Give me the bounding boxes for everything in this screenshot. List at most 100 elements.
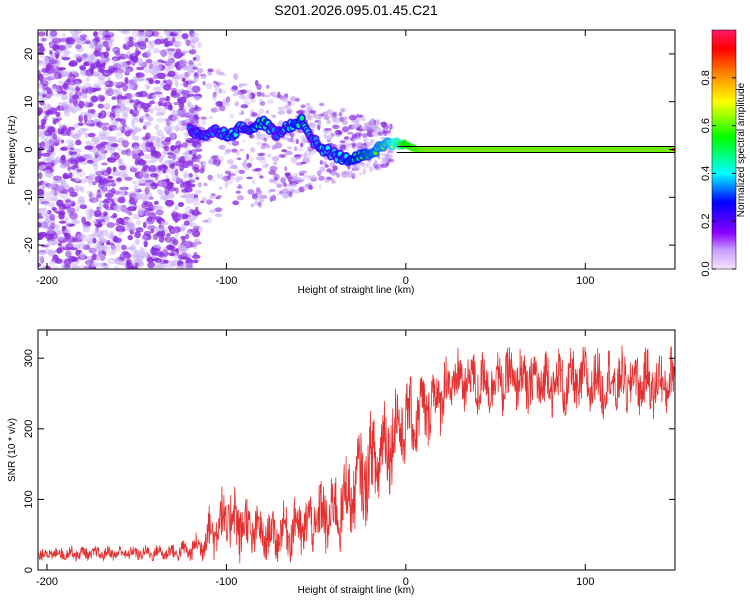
spectrogram-noise-dot bbox=[249, 147, 256, 153]
spectrogram-noise-dot bbox=[124, 176, 133, 181]
spectrogram-noise-dot bbox=[119, 253, 124, 260]
spectrogram-noise-dot bbox=[99, 68, 105, 74]
spectrogram-noise-dot bbox=[79, 204, 88, 210]
spectrogram-noise-dot bbox=[86, 159, 94, 164]
spectrogram-noise-dot bbox=[324, 179, 330, 183]
spectrogram-noise-dot bbox=[234, 101, 240, 107]
spectrogram-noise-dot bbox=[75, 171, 86, 177]
spectrogram-noise-dot bbox=[200, 73, 207, 77]
spectrogram-noise-dot bbox=[192, 197, 199, 201]
spectrogram-noise-dot bbox=[83, 265, 93, 269]
snr-plot-area bbox=[38, 345, 675, 564]
spectrogram-noise-dot bbox=[48, 145, 55, 153]
spectrogram-noise-dot bbox=[162, 169, 167, 174]
spectrogram-noise-dot bbox=[65, 199, 72, 203]
spectrogram-x-tick-label: 0 bbox=[403, 275, 409, 287]
spectrogram-noise-dot bbox=[212, 91, 217, 98]
spectrogram-noise-dot bbox=[228, 166, 234, 169]
spectrogram-noise-dot bbox=[183, 118, 190, 124]
spectrogram-noise-dot bbox=[156, 143, 161, 148]
spectrogram-noise-dot bbox=[277, 91, 281, 99]
spectrogram-noise-dot bbox=[48, 260, 56, 266]
spectrogram-noise-dot bbox=[154, 124, 160, 130]
spectrogram-noise-dot bbox=[194, 104, 198, 111]
spectrogram-noise-dot bbox=[338, 112, 343, 117]
spectrogram-noise-dot bbox=[118, 124, 123, 132]
spectrogram-noise-dot bbox=[56, 199, 64, 207]
spectrogram-noise-dot bbox=[105, 70, 115, 74]
spectrogram-noise-dot bbox=[287, 146, 293, 150]
spectrogram-noise-dot bbox=[153, 86, 162, 92]
colorbar-tick-label: 0.6 bbox=[700, 118, 712, 133]
spectrogram-noise-dot bbox=[87, 132, 96, 138]
spectrogram-noise-dot bbox=[135, 72, 141, 79]
spectrogram-noise-dot bbox=[93, 229, 104, 236]
snr-y-tick-label: 100 bbox=[23, 490, 35, 508]
spectrogram-noise-dot bbox=[134, 197, 139, 202]
spectrogram-noise-dot bbox=[59, 70, 64, 76]
spectrogram-noise-dot bbox=[189, 30, 195, 38]
spectrogram-noise-dot bbox=[39, 100, 45, 106]
spectrogram-noise-dot bbox=[194, 189, 203, 194]
spectrogram-noise-dot bbox=[295, 162, 304, 166]
spectrogram-noise-dot bbox=[99, 110, 107, 118]
spectrogram-y-tick-label: 10 bbox=[23, 96, 35, 108]
colorbar-label: Normalized spectral amplitude bbox=[736, 82, 747, 217]
spectrogram-noise-dot bbox=[139, 115, 145, 119]
spectrogram-noise-dot bbox=[134, 135, 140, 141]
spectrogram-noise-dot bbox=[196, 144, 202, 148]
spectrogram-noise-dot bbox=[98, 200, 103, 207]
spectrogram-noise-dot bbox=[52, 133, 58, 140]
spectrogram-noise-dot bbox=[153, 91, 163, 95]
spectrogram-noise-dot bbox=[235, 167, 239, 173]
spectrogram-noise-dot bbox=[132, 109, 140, 117]
spectrogram-noise-dot bbox=[251, 193, 259, 200]
spectrogram-noise-dot bbox=[97, 30, 107, 37]
spectrogram-noise-dot bbox=[238, 95, 246, 100]
spectrogram-noise-dot bbox=[317, 170, 322, 177]
spectrogram-noise-dot bbox=[68, 172, 73, 179]
spectrogram-noise-dot bbox=[180, 156, 185, 161]
spectrogram-noise-dot bbox=[290, 96, 297, 102]
spectrogram-noise-dot bbox=[143, 146, 151, 150]
spectrogram-noise-dot bbox=[79, 252, 86, 260]
spectrogram-noise-dot bbox=[96, 122, 101, 127]
spectrogram-noise-dot bbox=[61, 225, 67, 230]
spectrogram-noise-dot bbox=[359, 126, 368, 130]
spectrogram-noise-dot bbox=[38, 196, 44, 202]
spectrogram-noise-dot bbox=[170, 173, 175, 177]
spectrogram-noise-dot bbox=[287, 187, 294, 193]
spectrogram-noise-dot bbox=[148, 40, 153, 46]
spectrogram-noise-dot bbox=[237, 89, 245, 96]
spectrogram-noise-dot bbox=[117, 261, 125, 266]
spectrogram-noise-dot bbox=[120, 109, 130, 114]
spectrogram-noise-dot bbox=[259, 202, 263, 206]
spectrogram-noise-dot bbox=[318, 102, 325, 107]
spectrogram-noise-dot bbox=[51, 37, 62, 44]
spectrogram-noise-dot bbox=[287, 137, 293, 143]
spectrogram-noise-dot bbox=[92, 160, 99, 168]
spectrogram-noise-dot bbox=[193, 75, 199, 83]
spectrogram-noise-dot bbox=[97, 74, 106, 81]
spectrogram-noise-dot bbox=[137, 152, 145, 157]
spectrogram-noise-dot bbox=[268, 170, 276, 175]
spectrogram-noise-dot bbox=[65, 242, 74, 250]
snr-y-axis-label: SNR (10 * v/v) bbox=[7, 418, 18, 482]
spectrogram-noise-dot bbox=[336, 173, 341, 178]
spectrogram-noise-dot bbox=[106, 222, 116, 228]
spectrogram-noise-dot bbox=[267, 190, 272, 194]
spectrogram-noise-dot bbox=[66, 163, 73, 168]
spectrogram-noise-dot bbox=[200, 116, 207, 120]
spectrogram-noise-dot bbox=[38, 31, 46, 37]
spectrogram-noise-dot bbox=[326, 134, 334, 140]
spectrogram-noise-dot bbox=[94, 175, 103, 183]
spectrogram-noise-dot bbox=[202, 80, 206, 86]
spectrogram-noise-dot bbox=[248, 93, 252, 100]
spectrogram-noise-dot bbox=[298, 186, 305, 193]
spectrogram-noise-dot bbox=[227, 180, 234, 185]
spectrogram-noise-dot bbox=[291, 138, 296, 145]
spectrogram-noise-dot bbox=[46, 93, 54, 97]
spectrogram-noise-dot bbox=[62, 101, 68, 108]
spectrogram-noise-dot bbox=[102, 200, 110, 204]
spectrogram-noise-dot bbox=[195, 206, 199, 212]
